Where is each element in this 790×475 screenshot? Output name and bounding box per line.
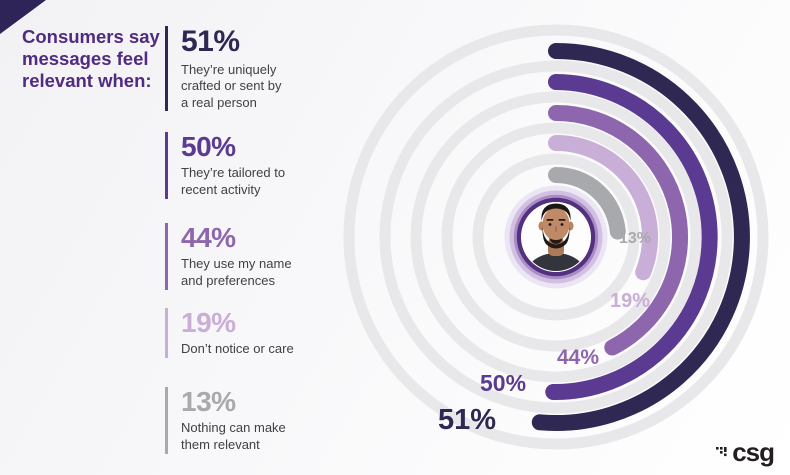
list-item: 50% They’re tailored to recent activity (165, 132, 317, 199)
arc-label-44: 44% (557, 346, 599, 369)
arc-label-50: 50% (480, 370, 526, 396)
list-item: 44% They use my name and preferences (165, 223, 317, 290)
csg-logo: csg (716, 437, 775, 468)
list-item: 51% They’re uniquely crafted or sent by … (165, 25, 317, 112)
portrait-photo (522, 203, 590, 271)
stat-value: 13% (181, 386, 236, 417)
stat-description: Don’t notice or care (181, 341, 294, 357)
arc-label-51: 51% (438, 404, 496, 436)
chart-track-rings (343, 24, 769, 450)
arc-44pct (548, 105, 689, 356)
arc-label-13: 13% (619, 230, 651, 247)
corner-triangle-decoration (0, 0, 46, 34)
stat-description: They use my name and preferences (181, 256, 292, 289)
arc-13pct (548, 167, 626, 240)
csg-logo-mark (716, 447, 727, 457)
stat-description: They’re uniquely crafted or sent by a re… (181, 61, 282, 110)
center-avatar (504, 185, 608, 289)
page-title: Consumers say messages feel relevant whe… (22, 26, 160, 91)
arc-19pct (548, 135, 658, 281)
list-item: 13% Nothing can make them relevant (165, 387, 317, 454)
stat-description: Nothing can make them relevant (181, 420, 286, 453)
arc-label-19: 19% (610, 290, 650, 312)
stat-description: They’re tailored to recent activity (181, 165, 286, 198)
list-item: 19% Don’t notice or care (165, 307, 317, 359)
csg-logo-text: csg (732, 437, 775, 468)
stat-value: 19% (181, 307, 236, 338)
stat-value: 50% (181, 131, 236, 162)
stat-list: 51% They’re uniquely crafted or sent by … (165, 0, 325, 475)
radial-bar-chart: 13% 19% 44% 50% 51% (343, 24, 769, 450)
stat-value: 51% (181, 25, 240, 58)
stat-value: 44% (181, 222, 236, 253)
arc-51pct (531, 43, 750, 431)
arc-50pct (545, 74, 718, 401)
